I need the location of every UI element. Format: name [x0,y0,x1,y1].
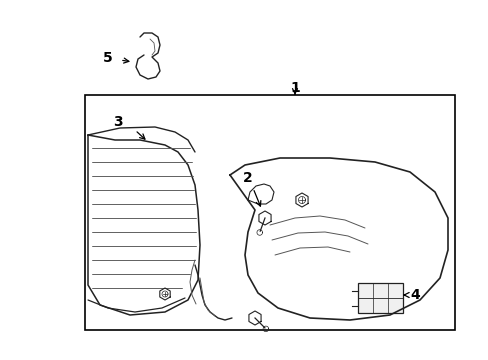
Text: 1: 1 [289,81,299,95]
Bar [85,95,454,330]
Text: 2: 2 [243,171,252,185]
Bar [357,283,402,313]
Text: 4: 4 [409,288,419,302]
Text: 5: 5 [103,51,113,65]
Text: 3: 3 [113,115,122,129]
